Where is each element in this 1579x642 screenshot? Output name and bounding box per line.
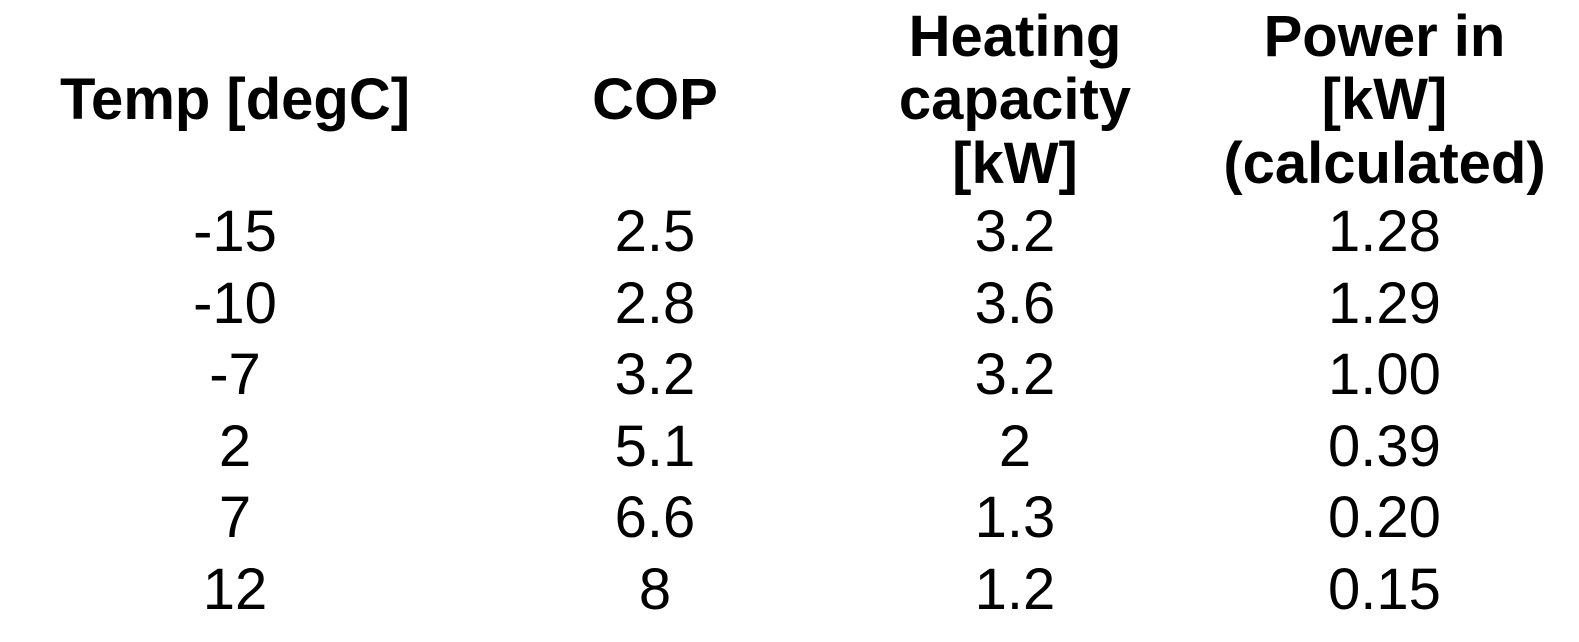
cell-cop: 2.8 — [614, 270, 696, 336]
cell-cop: 6.6 — [614, 485, 696, 551]
cell-temp: 2 — [218, 413, 252, 479]
cell-power-in: 1.29 — [1328, 270, 1441, 336]
cell-power-in: 0.39 — [1328, 413, 1441, 479]
cell-temp: -7 — [209, 342, 261, 408]
data-table: Temp [degC] COP Heating capacity [kW] Po… — [0, 4, 1579, 625]
column-header-cop: COP — [592, 67, 718, 133]
cell-heating-capacity: 2 — [998, 413, 1032, 479]
cell-heating-capacity: 3.6 — [974, 270, 1056, 336]
column-header-heating-capacity: Heating capacity [kW] — [898, 4, 1132, 196]
cell-power-in: 0.15 — [1328, 556, 1441, 622]
column-header-temp: Temp [degC] — [59, 67, 411, 133]
cell-power-in: 1.00 — [1328, 342, 1441, 408]
cell-heating-capacity: 1.3 — [974, 485, 1056, 551]
cell-temp: -10 — [193, 270, 277, 336]
cell-temp: -15 — [193, 199, 277, 265]
table-row: 12 8 1.2 0.15 — [0, 554, 1579, 626]
cell-cop: 3.2 — [614, 342, 696, 408]
cell-cop: 8 — [638, 556, 672, 622]
table-row: -15 2.5 3.2 1.28 — [0, 196, 1579, 268]
table-row: 7 6.6 1.3 0.20 — [0, 482, 1579, 554]
cell-power-in: 0.20 — [1328, 485, 1441, 551]
table-row: 2 5.1 2 0.39 — [0, 411, 1579, 483]
table-row: -10 2.8 3.6 1.29 — [0, 268, 1579, 340]
cell-cop: 2.5 — [614, 199, 696, 265]
cell-heating-capacity: 3.2 — [974, 342, 1056, 408]
cell-heating-capacity: 3.2 — [974, 199, 1056, 265]
table-row: -7 3.2 3.2 1.00 — [0, 339, 1579, 411]
cell-power-in: 1.28 — [1328, 199, 1441, 265]
cell-temp: 7 — [218, 485, 252, 551]
cell-temp: 12 — [202, 556, 268, 622]
table-header-row: Temp [degC] COP Heating capacity [kW] Po… — [0, 4, 1579, 196]
cell-cop: 5.1 — [614, 413, 696, 479]
cell-heating-capacity: 1.2 — [974, 556, 1056, 622]
column-header-power-in: Power in [kW] (calculated) — [1223, 4, 1546, 196]
